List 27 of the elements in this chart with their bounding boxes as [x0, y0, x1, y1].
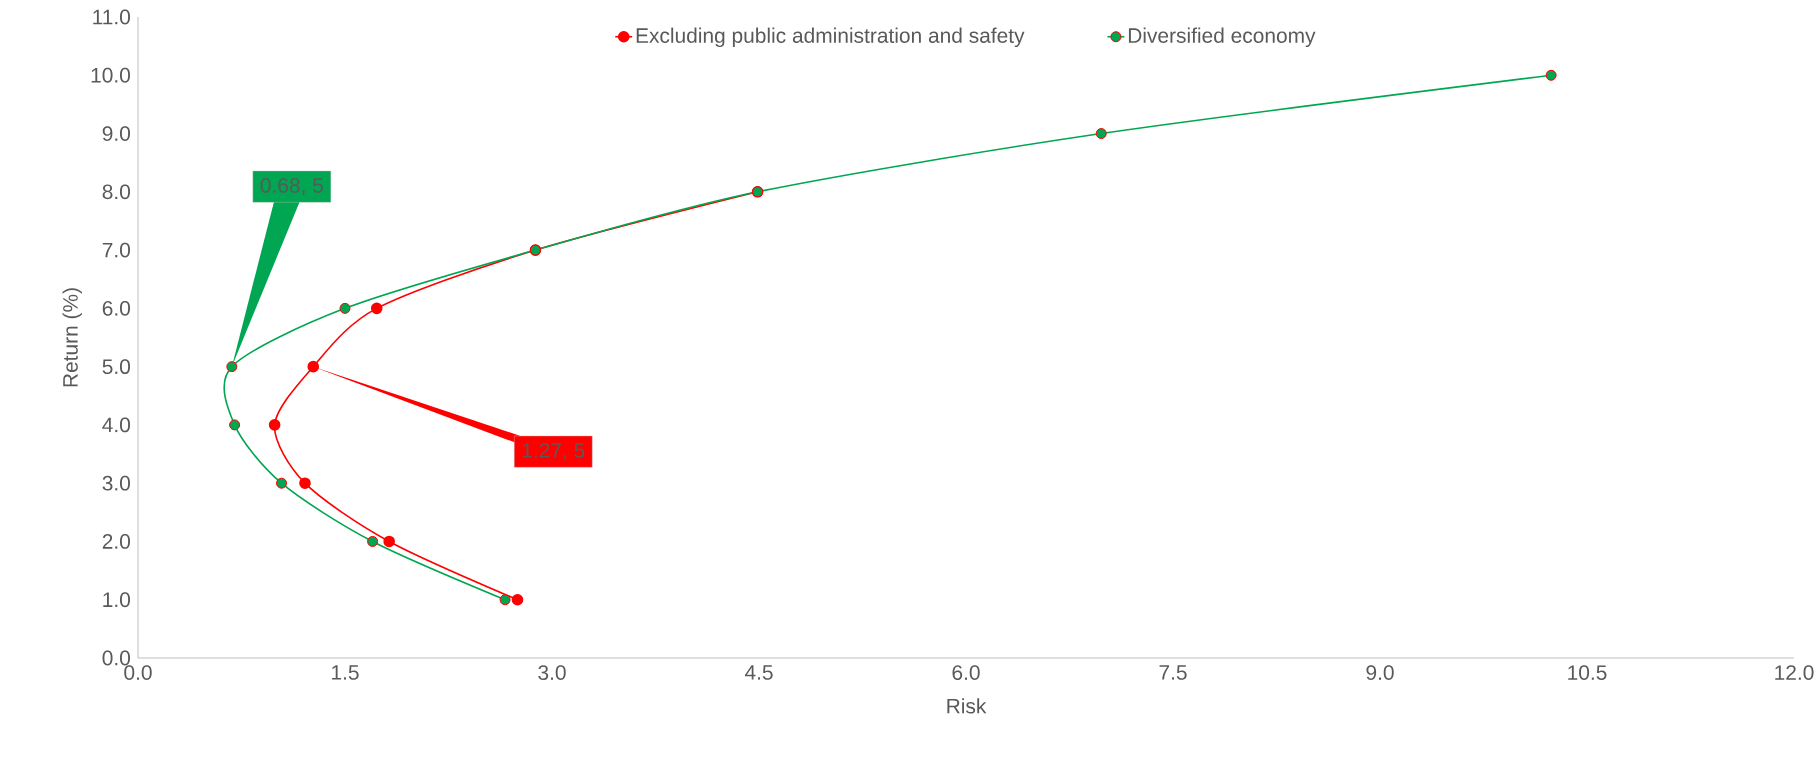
y-tick-label: 11.0 — [93, 9, 131, 25]
x-tick-label: 4.5 — [744, 665, 773, 680]
y-tick-label: 9.0 — [102, 126, 131, 141]
y-tick-label: 8.0 — [102, 184, 131, 200]
x-tick-label: 12.0 — [1775, 665, 1814, 680]
x-tick-label: 6.0 — [952, 665, 980, 680]
x-tick-label: 3.0 — [538, 665, 566, 680]
y-tick-label: 4.0 — [102, 417, 131, 433]
x-tick-label: 0.0 — [124, 665, 152, 680]
y-tick-label: 10.0 — [91, 67, 130, 83]
x-tick-label: 10.5 — [1568, 665, 1607, 680]
y-tick-label: 6.0 — [102, 300, 131, 316]
x-tick-label: 1.5 — [332, 665, 359, 680]
y-tick-label: 1.0 — [103, 592, 131, 608]
y-tick-label: 5.0 — [102, 359, 131, 375]
x-axis-title: Risk — [947, 698, 987, 714]
y-tick-label: 0.0 — [102, 650, 131, 666]
legend-label: Excluding public administration and safety — [636, 27, 1025, 48]
x-tick-label: 7.5 — [1159, 665, 1187, 680]
annotation: 0.68, 5 — [260, 177, 323, 196]
annotation: 1.27, 5 — [522, 442, 585, 461]
x-tick-label: 9.0 — [1366, 665, 1394, 680]
y-axis-title: Return (%) — [62, 288, 82, 387]
legend-label: Diversified economy — [1128, 27, 1316, 48]
y-tick-label: 2.0 — [102, 534, 131, 549]
y-tick-label: 3.0 — [102, 475, 131, 491]
y-tick-label: 7.0 — [102, 242, 131, 258]
